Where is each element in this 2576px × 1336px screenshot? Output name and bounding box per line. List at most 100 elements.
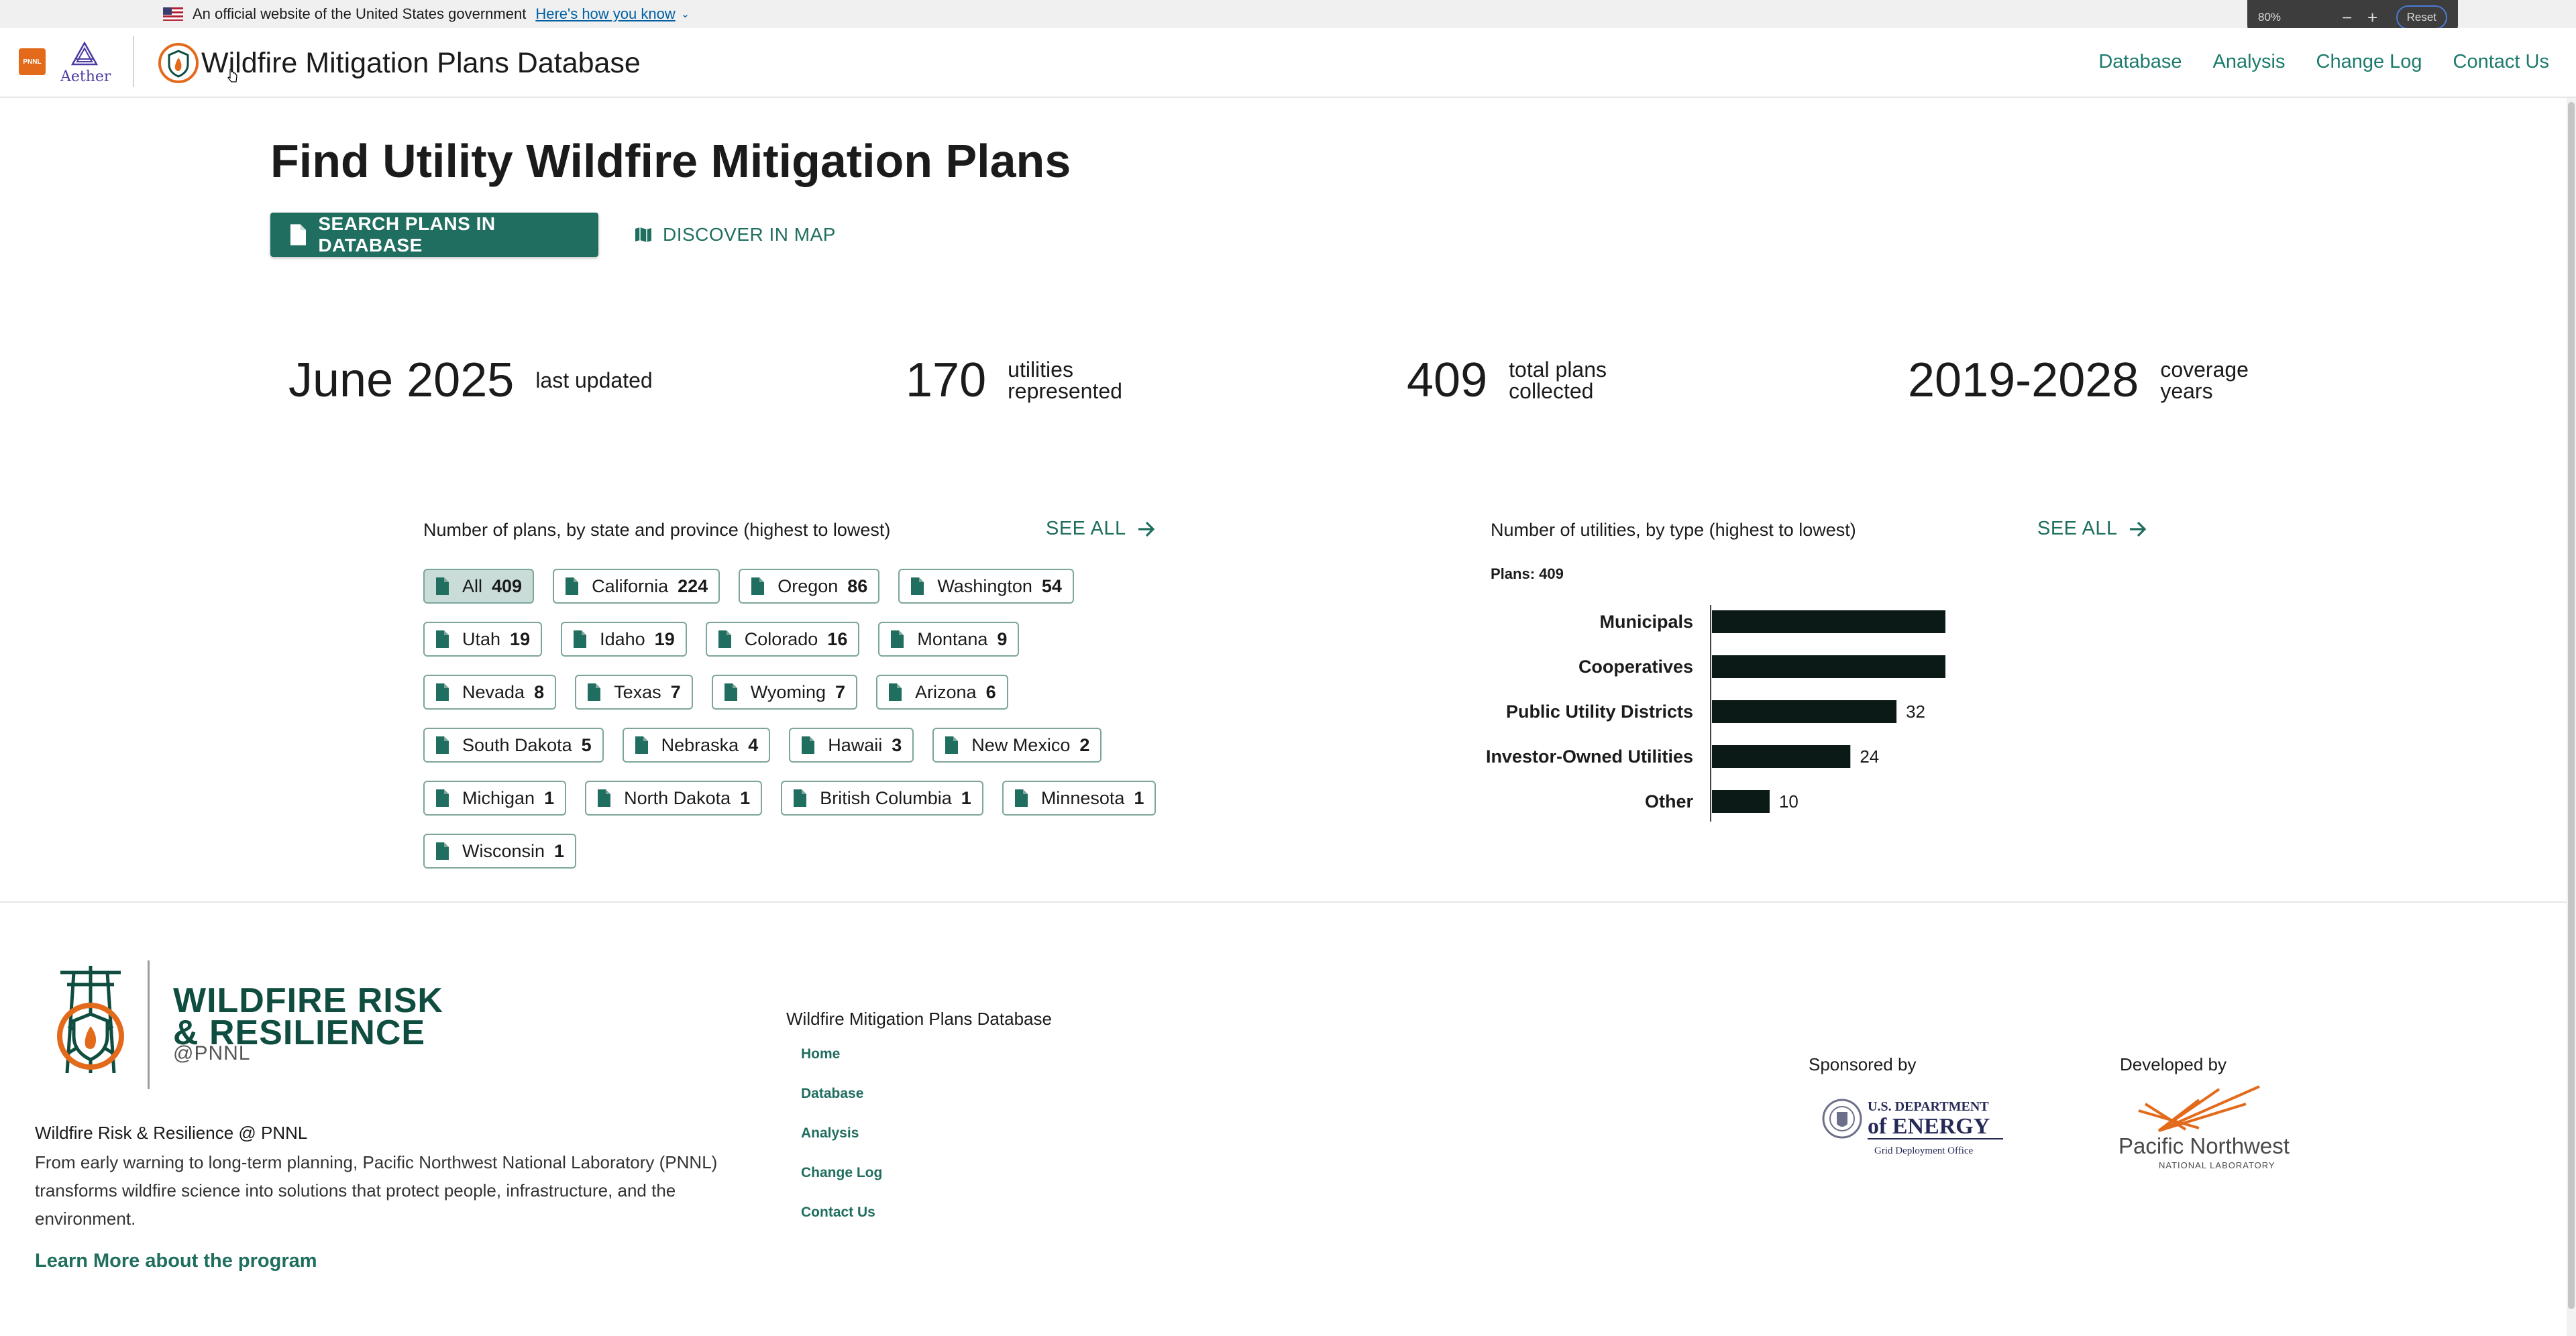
chip-label: Nebraska bbox=[661, 734, 739, 755]
gov-banner-text: An official website of the United States… bbox=[193, 5, 527, 22]
zoom-reset-button[interactable]: Reset bbox=[2396, 5, 2448, 30]
site-title[interactable]: Wildfire Mitigation Plans Database bbox=[201, 47, 641, 79]
footer-nav-change-log[interactable]: Change Log bbox=[801, 1165, 883, 1180]
chip-label: South Dakota bbox=[462, 734, 572, 755]
stat-value: 170 bbox=[906, 353, 987, 407]
state-chip-montana[interactable]: Montana 9 bbox=[878, 622, 1020, 657]
chip-count: 9 bbox=[997, 628, 1008, 649]
state-chip-utah[interactable]: Utah 19 bbox=[423, 622, 543, 657]
header-divider bbox=[133, 36, 134, 87]
state-chip-california[interactable]: California 224 bbox=[553, 569, 720, 604]
document-icon bbox=[911, 577, 924, 595]
chip-count: 224 bbox=[678, 575, 708, 596]
state-chip-idaho[interactable]: Idaho 19 bbox=[561, 622, 687, 657]
search-plans-label: SEARCH PLANS IN DATABASE bbox=[318, 213, 496, 256]
footer-brand-at: @PNNL bbox=[173, 1042, 251, 1064]
state-chip-nebraska[interactable]: Nebraska 4 bbox=[622, 728, 771, 763]
bar-municipals[interactable] bbox=[1712, 610, 1945, 633]
document-icon bbox=[436, 736, 449, 754]
chip-label: Hawaii bbox=[828, 734, 883, 755]
pnnl-badge-label: PNNL bbox=[23, 58, 42, 66]
bar-value-label: 32 bbox=[1906, 702, 1925, 722]
states-see-all-link[interactable]: SEE ALL bbox=[1046, 518, 1156, 540]
scrollbar-thumb[interactable] bbox=[2568, 102, 2575, 1309]
utilities-see-all-link[interactable]: SEE ALL bbox=[2037, 518, 2147, 540]
stat-label: utilities represented bbox=[1008, 357, 1122, 403]
chip-count: 8 bbox=[534, 681, 545, 702]
chip-label: Wisconsin bbox=[462, 840, 545, 861]
stat-label: total plans collected bbox=[1509, 357, 1607, 403]
aether-logo[interactable]: Aether bbox=[60, 42, 111, 85]
chevron-down-icon[interactable]: ⌄ bbox=[680, 9, 690, 20]
chip-label: Montana bbox=[917, 628, 988, 649]
bar-public-utility-districts[interactable] bbox=[1712, 700, 1897, 723]
stat-value: 2019-2028 bbox=[1908, 353, 2139, 407]
state-chip-michigan[interactable]: Michigan 1 bbox=[423, 781, 567, 816]
learn-more-link[interactable]: Learn More about the program bbox=[35, 1250, 317, 1272]
chip-label: California bbox=[592, 575, 669, 596]
page-scrollbar[interactable] bbox=[2567, 98, 2576, 1336]
chip-label: Utah bbox=[462, 628, 501, 649]
state-chip-texas[interactable]: Texas 7 bbox=[575, 675, 693, 710]
stat-last-updated: June 2025 last updated bbox=[288, 353, 653, 408]
bar-category-label: Cooperatives bbox=[1578, 657, 1693, 677]
document-icon bbox=[945, 736, 959, 754]
utilities-panel-title: Number of utilities, by type (highest to… bbox=[1491, 520, 1856, 540]
plans-count-label: Plans: 409 bbox=[1491, 565, 1564, 582]
state-chip-minnesota[interactable]: Minnesota 1 bbox=[1002, 781, 1157, 816]
state-chip-north-dakota[interactable]: North Dakota 1 bbox=[585, 781, 763, 816]
state-chip-wyoming[interactable]: Wyoming 7 bbox=[711, 675, 858, 710]
chip-label: Washington bbox=[937, 575, 1032, 596]
state-chip-wisconsin[interactable]: Wisconsin 1 bbox=[423, 834, 577, 869]
chip-count: 19 bbox=[510, 628, 531, 649]
state-chip-new-mexico[interactable]: New Mexico 2 bbox=[932, 728, 1102, 763]
document-icon bbox=[436, 683, 449, 701]
doe-line2: of ENERGY bbox=[1868, 1114, 1990, 1139]
bar-cooperatives[interactable] bbox=[1712, 655, 1945, 678]
footer-nav-database[interactable]: Database bbox=[801, 1086, 864, 1101]
stat-value: June 2025 bbox=[288, 353, 515, 407]
zoom-out-button[interactable]: − bbox=[2342, 7, 2353, 27]
search-plans-button[interactable]: SEARCH PLANS IN DATABASE bbox=[270, 213, 598, 257]
pnnl-badge-icon[interactable]: PNNL bbox=[19, 48, 46, 75]
chip-label: Nevada bbox=[462, 681, 525, 702]
nav-analysis[interactable]: Analysis bbox=[2212, 51, 2286, 72]
chip-count: 86 bbox=[847, 575, 868, 596]
pnnl-line1: Pacific Northwest bbox=[2118, 1133, 2290, 1158]
stat-utilities: 170 utilities represented bbox=[906, 353, 1122, 408]
pnnl-logo[interactable]: Pacific Northwest NATIONAL LABORATORY bbox=[2118, 1084, 2301, 1174]
developed-by-label: Developed by bbox=[2120, 1054, 2226, 1074]
chip-count: 1 bbox=[1134, 787, 1144, 808]
wildfire-shield-logo-icon[interactable] bbox=[157, 42, 200, 85]
discover-map-button[interactable]: DISCOVER IN MAP bbox=[635, 213, 836, 257]
footer-nav-contact-us[interactable]: Contact Us bbox=[801, 1205, 875, 1220]
state-chip-british-columbia[interactable]: British Columbia 1 bbox=[781, 781, 983, 816]
document-icon bbox=[794, 789, 807, 807]
chip-count: 1 bbox=[554, 840, 565, 861]
chip-count: 4 bbox=[748, 734, 759, 755]
heres-how-you-know-link[interactable]: Here's how you know bbox=[535, 5, 676, 22]
nav-contact-us[interactable]: Contact Us bbox=[2453, 51, 2549, 72]
footer-nav-home[interactable]: Home bbox=[801, 1046, 841, 1062]
state-chip-oregon[interactable]: Oregon 86 bbox=[739, 569, 880, 604]
state-chip-arizona[interactable]: Arizona 6 bbox=[876, 675, 1008, 710]
bar-other[interactable] bbox=[1712, 790, 1770, 813]
stat-label: last updated bbox=[535, 368, 653, 392]
state-chip-all[interactable]: All 409 bbox=[423, 569, 535, 604]
zoom-in-button[interactable]: + bbox=[2367, 7, 2378, 27]
doe-logo[interactable]: U.S. DEPARTMENT of ENERGY Grid Deploymen… bbox=[1821, 1092, 2008, 1159]
chip-label: Minnesota bbox=[1040, 787, 1125, 808]
state-chip-colorado[interactable]: Colorado 16 bbox=[705, 622, 860, 657]
stat-label: coverage years bbox=[2160, 357, 2249, 403]
state-chip-nevada[interactable]: Nevada 8 bbox=[423, 675, 557, 710]
footer-nav-analysis[interactable]: Analysis bbox=[801, 1125, 859, 1141]
state-chip-washington[interactable]: Washington 54 bbox=[898, 569, 1074, 604]
document-icon bbox=[1014, 789, 1028, 807]
state-chip-hawaii[interactable]: Hawaii 3 bbox=[789, 728, 914, 763]
chip-count: 7 bbox=[670, 681, 681, 702]
chip-count: 1 bbox=[740, 787, 751, 808]
nav-database[interactable]: Database bbox=[2098, 51, 2182, 72]
nav-change-log[interactable]: Change Log bbox=[2316, 51, 2422, 72]
state-chip-south-dakota[interactable]: South Dakota 5 bbox=[423, 728, 604, 763]
bar-investor-owned-utilities[interactable] bbox=[1712, 745, 1851, 768]
